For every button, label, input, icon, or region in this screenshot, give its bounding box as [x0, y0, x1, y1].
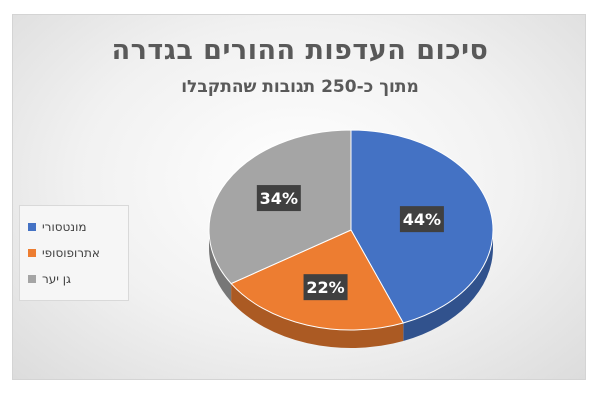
pie-chart: 44% 22% 34%: [208, 129, 494, 348]
pie-side-walls: [209, 230, 493, 348]
legend-label: גן יער: [42, 272, 71, 286]
data-label-text: 44%: [403, 210, 441, 229]
slice-anthroposophic-side: [231, 283, 404, 348]
legend-item-anthroposophic: אתרופוסופי: [28, 244, 100, 262]
data-label-box: [399, 206, 444, 233]
legend-item-forest-kindergarten: גן יער: [28, 270, 71, 288]
data-label-box: [256, 185, 301, 212]
legend-label: מונטסורי: [42, 220, 87, 234]
legend-item-montessori: מונטסורי: [28, 218, 87, 236]
legend-swatch: [28, 223, 36, 231]
legend-swatch: [28, 249, 36, 257]
slice-montessori-side: [403, 230, 493, 341]
data-label-anthroposophic: 22%: [303, 274, 348, 301]
chart-title: סיכום העדפות ההורים בגדרה: [111, 35, 489, 66]
data-label-text: 22%: [306, 278, 344, 297]
legend-swatch: [28, 275, 36, 283]
chart-legend: מונטסורי אתרופוסופי גן יער: [19, 205, 129, 301]
legend-label: אתרופוסופי: [42, 246, 100, 260]
chart-subtitle: מתוך כ-250 תגובות שהתקבלו: [181, 77, 419, 97]
data-label-montessori: 44%: [399, 206, 444, 233]
slice-forest-kindergarten-side: [209, 230, 232, 302]
data-label-forest-kindergarten: 34%: [256, 185, 301, 212]
data-label-box: [303, 274, 348, 301]
data-label-text: 34%: [260, 189, 298, 208]
chart-area: סיכום העדפות ההורים בגדרה מתוך כ-250 תגו…: [12, 14, 586, 380]
